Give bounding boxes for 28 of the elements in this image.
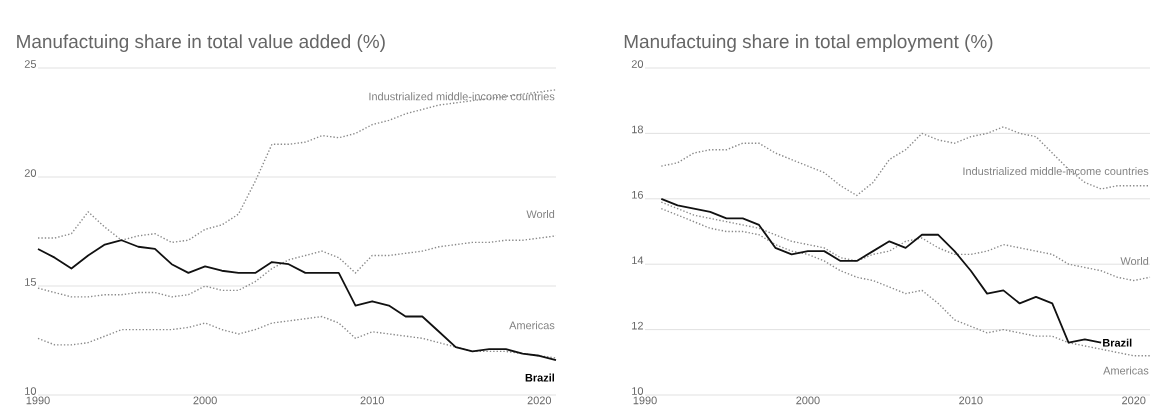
x-tick-label: 2020 — [1122, 396, 1146, 405]
y-tick-label: 12 — [632, 321, 643, 330]
x-tick-label: 1990 — [26, 396, 50, 405]
x-tick-label: 1990 — [633, 396, 657, 405]
y-tick-label: 15 — [25, 278, 37, 286]
x-tick-label: 2010 — [959, 396, 983, 405]
y-tick-label: 25 — [24, 60, 37, 68]
y-tick-label: 10 — [25, 387, 37, 395]
y-tick-label: 18 — [632, 125, 643, 134]
series-label: Industrialized middle-income countries — [963, 166, 1149, 176]
x-tick-label: 2010 — [360, 396, 384, 405]
series-label: Brazil — [525, 373, 555, 382]
x-tick-label: 2000 — [796, 396, 820, 405]
series-label: Americas — [1103, 366, 1149, 375]
series-label: World — [526, 210, 555, 219]
series-label: Brazil — [1103, 338, 1132, 347]
y-tick-label: 14 — [632, 256, 644, 264]
text: Americas — [509, 321, 555, 330]
y-tick-label: 20 — [24, 169, 37, 177]
y-tick-label: 20 — [631, 60, 644, 68]
y-tick-label: 10 — [632, 387, 644, 395]
series-label: World — [1120, 256, 1149, 265]
chart-title: Manufactuing share in total value added (%) — [17, 34, 385, 52]
x-tick-label: 2020 — [527, 396, 552, 405]
series-label: Industrialized middle-income countries — [369, 92, 555, 101]
x-tick-label: 2000 — [193, 396, 217, 405]
chart-title: Manufactuing share in total employment (%) — [624, 34, 993, 52]
y-tick-label: 16 — [632, 190, 643, 199]
